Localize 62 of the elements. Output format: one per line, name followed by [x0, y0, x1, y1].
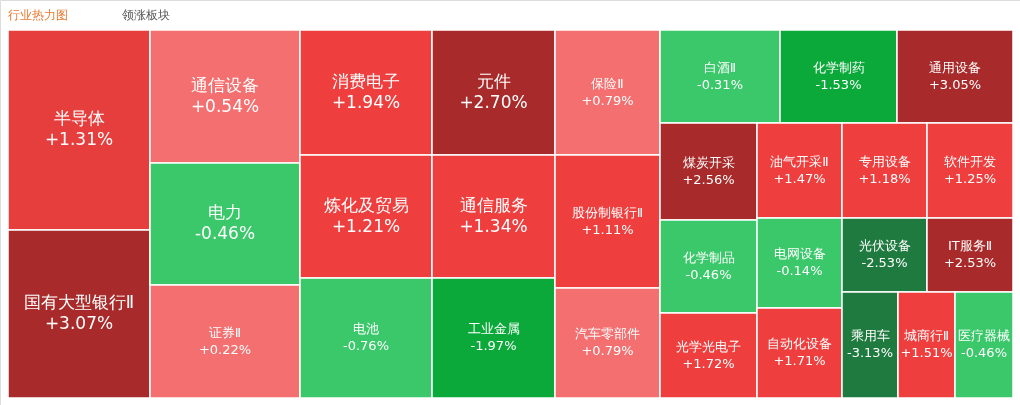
data-label: +0.22%	[198, 341, 252, 357]
category-label: 通信设备	[191, 74, 259, 95]
data-label: +1.11%	[581, 221, 634, 237]
category-label: 通用设备	[929, 59, 981, 75]
data-label: +3.07%	[44, 313, 114, 333]
category-label: 电池	[353, 321, 379, 336]
category-label: 电力	[208, 202, 242, 222]
text: 行业热力图	[8, 8, 68, 22]
category-label: 白酒Ⅱ	[703, 59, 737, 75]
category-label: 炼化及贸易	[323, 194, 409, 215]
category-label: 乘用车	[850, 328, 890, 343]
data-label: +3.05%	[928, 76, 982, 92]
category-label: 软件开发	[944, 153, 996, 169]
category-label: 保险Ⅱ	[591, 75, 624, 91]
category-label: 医疗器械	[958, 328, 1010, 343]
category-label: 化学制药	[812, 59, 865, 75]
category-label: 半导体	[53, 108, 105, 128]
data-label: +1.51%	[900, 345, 953, 360]
data-label: +2.56%	[682, 171, 735, 187]
data-label: +1.47%	[773, 170, 826, 186]
data-label: +1.18%	[858, 170, 911, 186]
data-label: -1.97%	[470, 338, 517, 353]
data-label: +2.53%	[943, 255, 997, 270]
data-label: +0.79%	[581, 343, 634, 358]
data-label: +1.25%	[943, 170, 997, 186]
data-label: -0.14%	[776, 263, 823, 278]
data-label: +1.72%	[682, 355, 735, 371]
data-label: +1.71%	[773, 353, 826, 368]
category-label: 油气开采Ⅱ	[770, 153, 829, 169]
category-label: 消费电子	[332, 70, 400, 91]
category-label: 工业金属	[467, 321, 520, 336]
category-label: IT服务Ⅱ	[947, 238, 993, 253]
data-label: -0.46%	[685, 266, 732, 282]
data-label: +1.94%	[331, 91, 401, 112]
data-label: +1.34%	[459, 215, 528, 236]
category-label: 专用设备	[858, 153, 911, 169]
category-label: 通信服务	[459, 194, 528, 215]
text: 领涨板块	[122, 8, 170, 22]
category-label: 光伏设备	[858, 238, 911, 253]
data-label: +0.54%	[190, 95, 260, 116]
data-label: -1.53%	[815, 76, 862, 92]
data-label: +1.21%	[331, 215, 401, 236]
data-label: -0.46%	[961, 345, 1007, 360]
data-label: -0.31%	[697, 76, 743, 92]
category-label: 光学光电子	[676, 338, 741, 354]
category-label: 煤炭开采	[682, 154, 735, 170]
data-label: +1.31%	[44, 129, 114, 149]
category-label: 汽车零部件	[575, 326, 640, 341]
data-label: -2.53%	[861, 255, 908, 270]
data-label: +0.79%	[581, 92, 634, 108]
category-label: 城商行Ⅱ	[902, 328, 950, 343]
data-label: -3.13%	[847, 345, 893, 360]
data-label: -0.46%	[194, 223, 256, 243]
category-label: 股份制银行Ⅱ	[571, 204, 644, 220]
data-label: +2.70%	[459, 91, 528, 112]
category-label: 国有大型银行Ⅱ	[23, 292, 135, 312]
category-label: 自动化设备	[767, 336, 832, 351]
category-label: 电网设备	[773, 246, 826, 261]
category-label: 化学制品	[682, 249, 735, 265]
category-label: 元件	[476, 70, 511, 91]
data-label: -0.76%	[343, 338, 389, 353]
category-label: 证券Ⅱ	[208, 324, 242, 340]
